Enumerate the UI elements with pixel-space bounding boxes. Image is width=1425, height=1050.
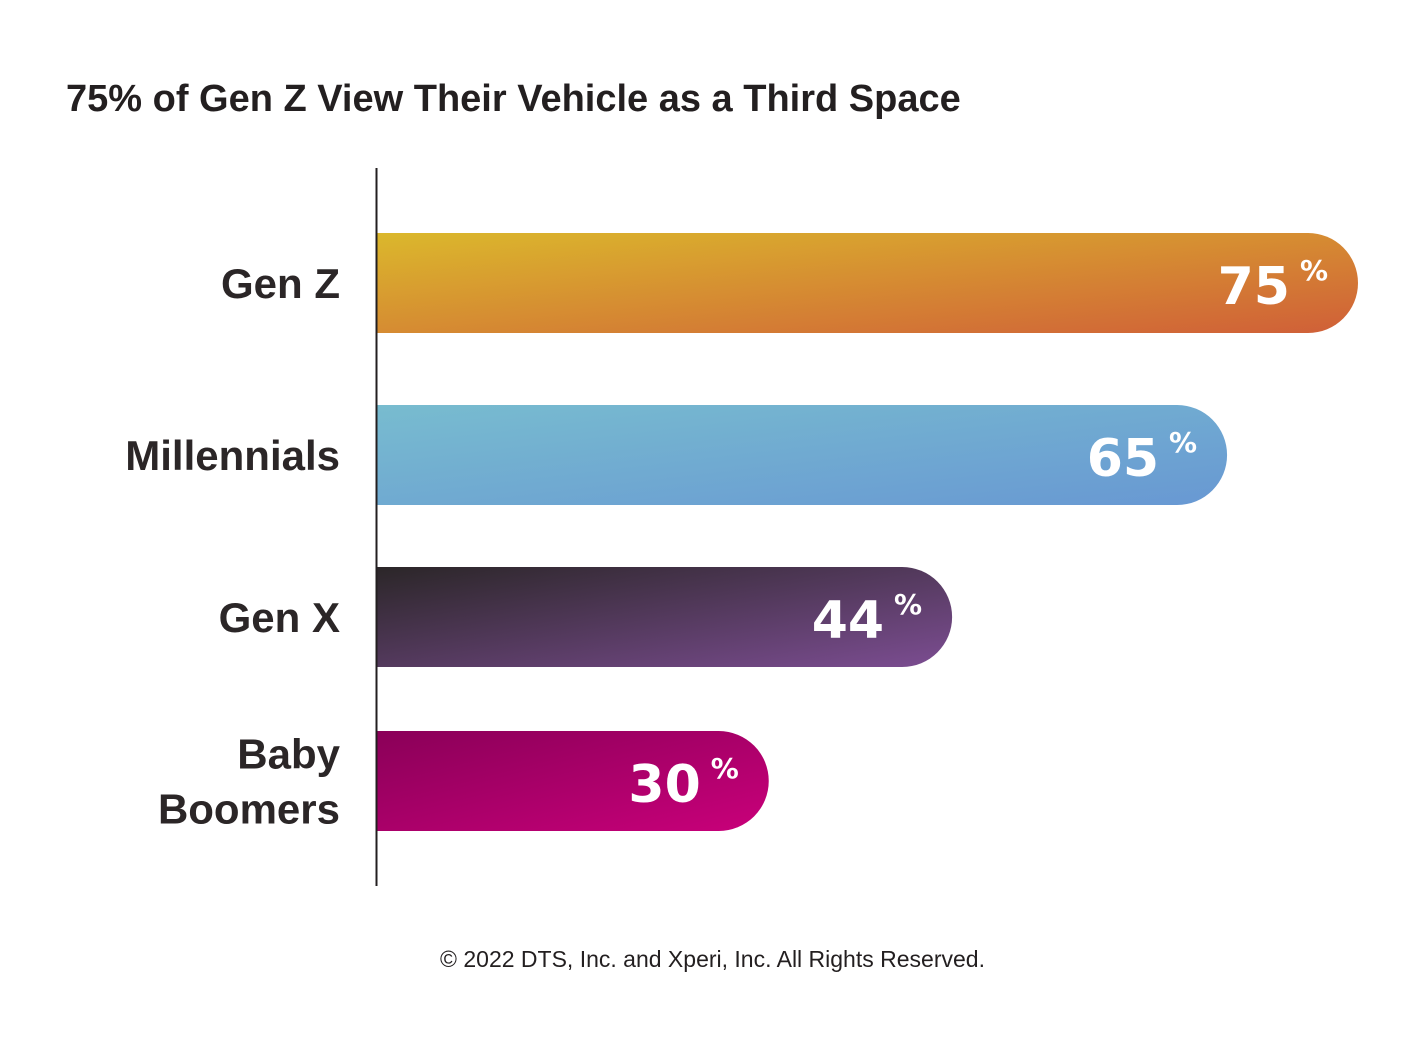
value-label: 30	[628, 755, 700, 815]
bar-2	[376, 567, 953, 667]
category-label: Millennials	[125, 432, 340, 479]
category-label: Gen X	[219, 594, 340, 641]
bar-3	[376, 731, 769, 831]
value-percent-sign: %	[1300, 254, 1328, 287]
value-percent-sign: %	[894, 588, 922, 621]
value-percent-sign: %	[711, 752, 739, 785]
chart-title: 75% of Gen Z View Their Vehicle as a Thi…	[66, 78, 961, 120]
bars-layer	[376, 233, 1358, 831]
category-labels: Gen Z Millennials Gen X Baby Boomers	[125, 260, 340, 833]
value-label: 75	[1218, 257, 1290, 317]
category-label: Baby	[237, 731, 340, 778]
category-label: Gen Z	[221, 260, 340, 307]
value-label: 65	[1087, 429, 1159, 489]
value-percent-sign: %	[1169, 426, 1197, 459]
copyright-footer: © 2022 DTS, Inc. and Xperi, Inc. All Rig…	[440, 946, 985, 972]
category-label: Boomers	[158, 786, 340, 833]
bar-1	[376, 405, 1228, 505]
value-label: 44	[812, 591, 884, 651]
bar-0	[376, 233, 1358, 333]
value-labels: % 75% 65% 44% 30	[628, 254, 1328, 815]
